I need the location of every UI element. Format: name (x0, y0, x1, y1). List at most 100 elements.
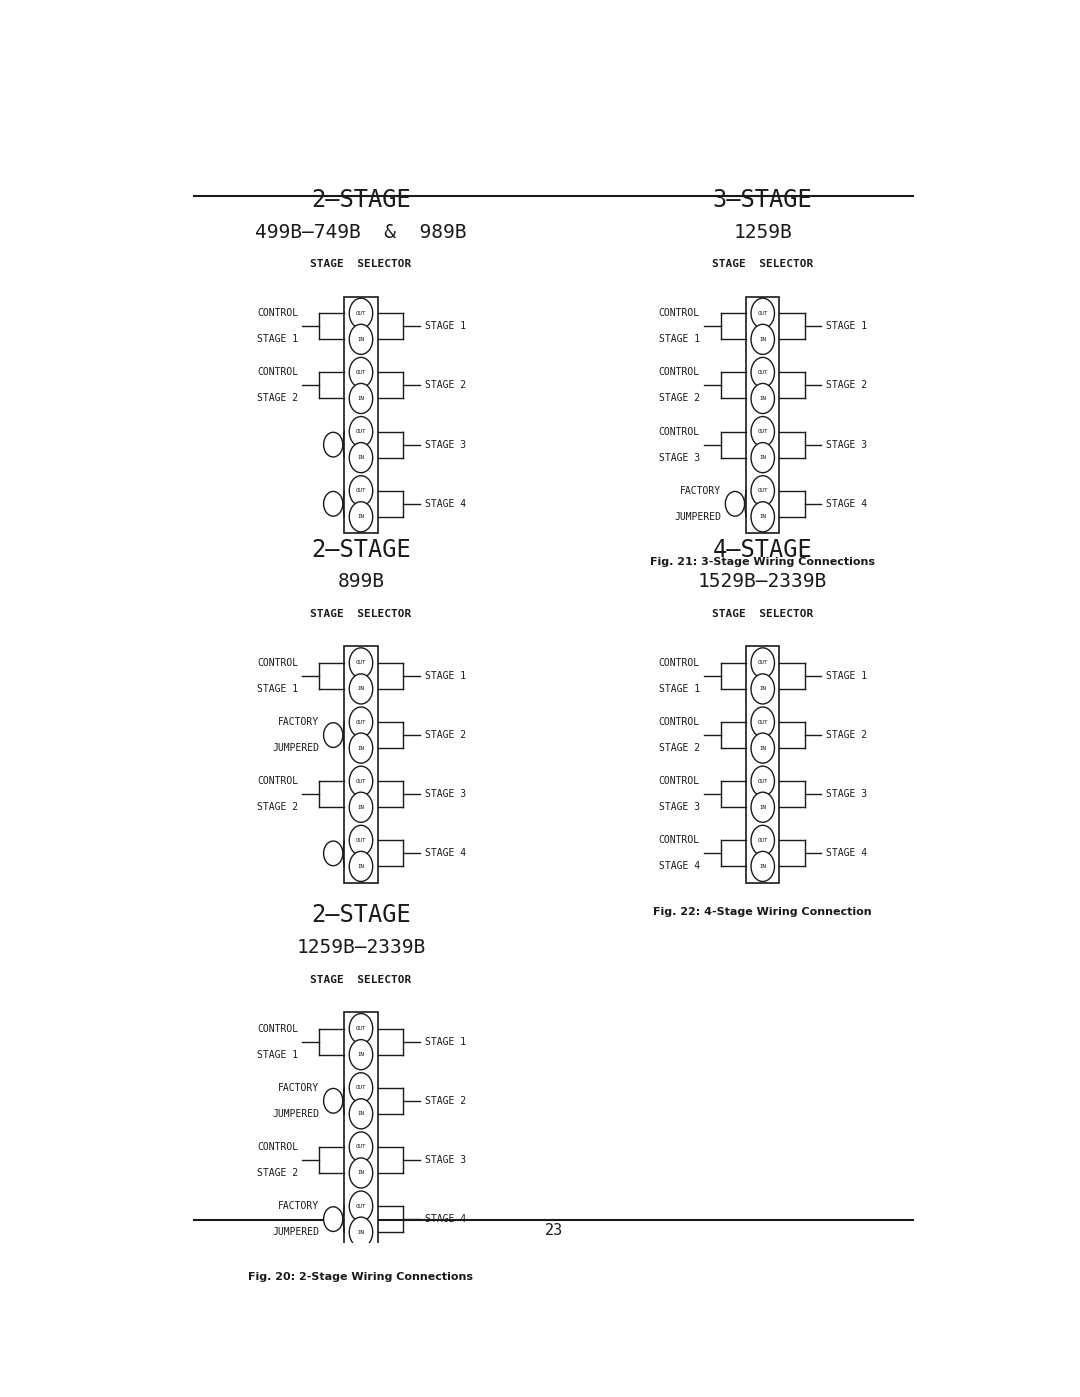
Text: STAGE 2: STAGE 2 (659, 394, 700, 404)
Circle shape (349, 707, 373, 738)
Text: STAGE 2: STAGE 2 (826, 380, 867, 391)
Text: 4–STAGE: 4–STAGE (713, 538, 812, 562)
Text: IN: IN (357, 395, 364, 401)
Text: STAGE 1: STAGE 1 (257, 1049, 298, 1060)
Text: CONTROL: CONTROL (659, 658, 700, 668)
Circle shape (751, 707, 774, 738)
Text: STAGE 3: STAGE 3 (826, 440, 867, 450)
Text: FACTORY: FACTORY (680, 486, 721, 496)
Text: STAGE  SELECTOR: STAGE SELECTOR (310, 260, 411, 270)
Text: STAGE 3: STAGE 3 (424, 789, 465, 799)
Text: STAGE 1: STAGE 1 (826, 321, 867, 331)
Circle shape (349, 1158, 373, 1187)
Circle shape (751, 324, 774, 355)
Text: IN: IN (357, 337, 364, 342)
Text: CONTROL: CONTROL (257, 658, 298, 668)
Text: 1259B: 1259B (733, 222, 792, 242)
Circle shape (324, 432, 342, 457)
Text: CONTROL: CONTROL (257, 1141, 298, 1153)
Text: OUT: OUT (757, 778, 768, 784)
Text: CONTROL: CONTROL (659, 835, 700, 845)
Text: 23: 23 (544, 1222, 563, 1238)
Text: IN: IN (357, 746, 364, 750)
Text: OUT: OUT (355, 719, 366, 725)
Circle shape (349, 1132, 373, 1162)
Text: CONTROL: CONTROL (659, 426, 700, 437)
Text: 3–STAGE: 3–STAGE (713, 189, 812, 212)
Text: STAGE 4: STAGE 4 (424, 499, 465, 509)
Text: CONTROL: CONTROL (659, 309, 700, 319)
Text: IN: IN (759, 514, 766, 520)
Text: OUT: OUT (355, 429, 366, 434)
Circle shape (349, 1217, 373, 1248)
Text: STAGE 3: STAGE 3 (424, 440, 465, 450)
Circle shape (751, 733, 774, 763)
Circle shape (751, 416, 774, 447)
Bar (746, 647, 780, 883)
Text: Fig. 22: 4-Stage Wiring Connection: Fig. 22: 4-Stage Wiring Connection (653, 907, 872, 916)
Text: STAGE 3: STAGE 3 (659, 453, 700, 462)
Text: IN: IN (357, 514, 364, 520)
Text: FACTORY: FACTORY (279, 1083, 320, 1092)
Circle shape (324, 841, 342, 866)
Text: STAGE 2: STAGE 2 (424, 1095, 465, 1106)
Text: STAGE 4: STAGE 4 (826, 848, 867, 858)
Circle shape (349, 1014, 373, 1044)
Text: OUT: OUT (757, 429, 768, 434)
Text: OUT: OUT (757, 310, 768, 316)
Circle shape (751, 358, 774, 387)
Circle shape (751, 443, 774, 472)
Circle shape (324, 1088, 342, 1113)
Text: OUT: OUT (355, 1027, 366, 1031)
Text: OUT: OUT (757, 661, 768, 665)
Circle shape (349, 1192, 373, 1221)
Text: 1259B–2339B: 1259B–2339B (296, 937, 426, 957)
Text: STAGE 1: STAGE 1 (257, 685, 298, 694)
Text: IN: IN (759, 863, 766, 869)
Text: JUMPERED: JUMPERED (272, 743, 320, 753)
Text: 499B–749B  &  989B: 499B–749B & 989B (255, 222, 467, 242)
Text: 2–STAGE: 2–STAGE (311, 904, 410, 928)
Circle shape (349, 324, 373, 355)
Text: STAGE 1: STAGE 1 (659, 685, 700, 694)
Text: STAGE 1: STAGE 1 (257, 334, 298, 344)
Text: OUT: OUT (355, 838, 366, 842)
Text: OUT: OUT (355, 1085, 366, 1090)
Text: IN: IN (357, 1112, 364, 1116)
Text: OUT: OUT (355, 1144, 366, 1150)
Text: IN: IN (759, 455, 766, 460)
Text: CONTROL: CONTROL (257, 309, 298, 319)
Circle shape (349, 1073, 373, 1102)
Text: STAGE 3: STAGE 3 (424, 1155, 465, 1165)
Text: STAGE 4: STAGE 4 (424, 848, 465, 858)
Text: STAGE 1: STAGE 1 (424, 321, 465, 331)
Text: STAGE 3: STAGE 3 (826, 789, 867, 799)
Text: Fig. 21: 3-Stage Wiring Connections: Fig. 21: 3-Stage Wiring Connections (650, 557, 875, 567)
Text: IN: IN (357, 863, 364, 869)
Text: CONTROL: CONTROL (659, 367, 700, 377)
Text: 1529B–2339B: 1529B–2339B (698, 573, 827, 591)
Text: OUT: OUT (757, 719, 768, 725)
Circle shape (349, 383, 373, 414)
Text: STAGE 2: STAGE 2 (257, 802, 298, 812)
Text: STAGE 2: STAGE 2 (257, 1168, 298, 1178)
Text: IN: IN (759, 395, 766, 401)
Circle shape (726, 492, 744, 515)
Text: CONTROL: CONTROL (659, 777, 700, 787)
Text: STAGE  SELECTOR: STAGE SELECTOR (310, 975, 411, 985)
Text: STAGE 2: STAGE 2 (424, 731, 465, 740)
Text: 2–STAGE: 2–STAGE (311, 538, 410, 562)
Text: OUT: OUT (355, 1204, 366, 1208)
Text: IN: IN (357, 1052, 364, 1058)
Circle shape (349, 358, 373, 387)
Bar (345, 296, 378, 534)
Circle shape (751, 851, 774, 882)
Circle shape (751, 766, 774, 796)
Text: STAGE 1: STAGE 1 (424, 1037, 465, 1046)
Circle shape (751, 502, 774, 532)
Text: IN: IN (357, 455, 364, 460)
Text: STAGE 2: STAGE 2 (659, 743, 700, 753)
Circle shape (349, 1039, 373, 1070)
Text: OUT: OUT (757, 370, 768, 374)
Bar (345, 1011, 378, 1249)
